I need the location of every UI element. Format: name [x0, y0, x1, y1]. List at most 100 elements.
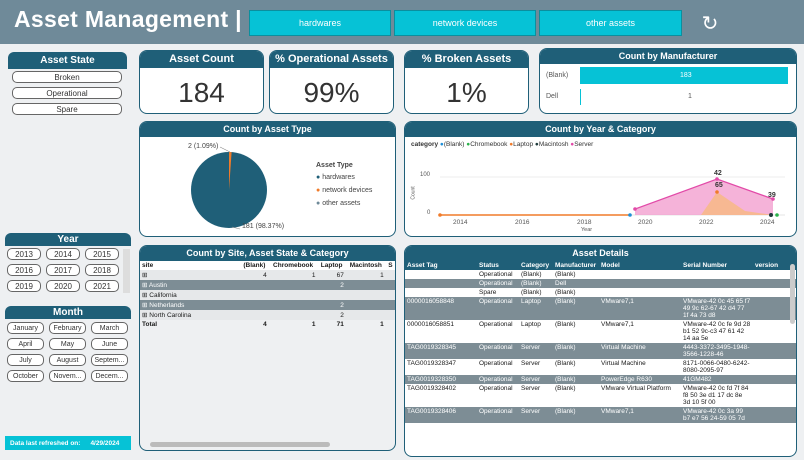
month-chip[interactable]: August	[49, 354, 86, 366]
manufacturer-bar-blank[interactable]	[580, 67, 788, 84]
site-row[interactable]: ⊞ North Carolina 2	[140, 310, 395, 320]
other-assets-button[interactable]: other assets	[539, 10, 682, 36]
month-chip[interactable]: October	[7, 370, 44, 382]
site-cell	[268, 300, 318, 310]
year-chip[interactable]: 2014	[46, 248, 80, 260]
site-cell	[268, 310, 318, 320]
month-chip[interactable]: June	[91, 338, 128, 350]
detail-cell-cat: Laptop	[519, 297, 553, 320]
detail-cell-man: Dell	[553, 279, 599, 288]
site-cell	[240, 290, 269, 300]
month-chip[interactable]: February	[49, 322, 86, 334]
month-chip[interactable]: Septem...	[91, 354, 128, 366]
hardwares-button[interactable]: hardwares	[249, 10, 391, 36]
year-scrollbar[interactable]	[123, 249, 130, 293]
legend-hardwares[interactable]: ● hardwares	[316, 174, 355, 181]
detail-row[interactable]: Operational (Blank) Dell	[405, 279, 796, 288]
site-row[interactable]: ⊞ 4 1 67 1	[140, 270, 395, 280]
detail-cell-model: VMware Virtual Platform	[601, 385, 671, 392]
year-chip[interactable]: 2013	[7, 248, 41, 260]
y-tick-100: 100	[420, 172, 431, 178]
year-chip[interactable]: 2020	[46, 280, 80, 292]
site-hscroll[interactable]	[150, 442, 330, 447]
detail-row[interactable]: 0000016058851 Operational Laptop (Blank) VMw…	[405, 320, 796, 343]
detail-cell-tag	[405, 270, 477, 279]
detail-cell-model: VMware7,1	[599, 407, 681, 423]
year-chip[interactable]: 2018	[85, 264, 119, 276]
month-chip[interactable]: May	[49, 338, 86, 350]
expand-icon[interactable]: ⊞	[142, 292, 150, 299]
legend-network[interactable]: ● network devices	[316, 187, 373, 194]
asset-state-spare[interactable]: Spare	[12, 103, 122, 115]
refresh-label: Data last refreshed on:	[10, 439, 81, 447]
year-category-legend: category ●(Blank) ●Chromebook ●Laptop ●M…	[411, 141, 594, 148]
operational-card: % Operational Assets 99%	[269, 50, 394, 114]
manufacturer-bar-dell[interactable]	[580, 89, 582, 105]
month-chip[interactable]: July	[7, 354, 44, 366]
site-cell: 2	[317, 310, 346, 320]
detail-row[interactable]: TAG0019328345 Operational Server (Blank) Vir…	[405, 343, 796, 359]
detail-row[interactable]: Operational (Blank) (Blank)	[405, 270, 796, 279]
site-cell	[385, 270, 395, 280]
expand-icon[interactable]: ⊞	[142, 272, 148, 279]
year-chip[interactable]: 2017	[46, 264, 80, 276]
manufacturer-label-dell: Dell	[546, 93, 559, 100]
site-cell: 67	[317, 270, 346, 280]
detail-cell-cat: Server	[521, 360, 541, 367]
detail-row[interactable]: TAG0019328350 Operational Server (Blank) Pow…	[405, 375, 796, 384]
manufacturer-chart: Count by Manufacturer (Blank) 183 Dell 1	[539, 48, 797, 114]
pie-slice-network[interactable]	[229, 152, 232, 190]
month-chip[interactable]: January	[7, 322, 44, 334]
x-tick-2016: 2016	[515, 219, 530, 226]
site-cell	[240, 310, 269, 320]
detail-cell-man: (Blank)	[555, 271, 576, 278]
site-cell: 4	[240, 270, 269, 280]
year-chip[interactable]: 2016	[7, 264, 41, 276]
site-cell	[385, 300, 395, 310]
details-vscroll[interactable]	[790, 264, 795, 324]
detail-row[interactable]: TAG0019328402 Operational Server (Blank) VMw…	[405, 384, 796, 407]
reset-icon[interactable]: ↻	[701, 12, 719, 35]
network-devices-button[interactable]: network devices	[394, 10, 536, 36]
detail-cell-cat: Server	[519, 407, 553, 423]
month-chip[interactable]: March	[91, 322, 128, 334]
site-cell	[345, 300, 386, 310]
month-chip[interactable]: Novem...	[49, 370, 86, 382]
detail-cell-tag: TAG0019328347	[407, 360, 457, 367]
asset-state-operational[interactable]: Operational	[12, 87, 122, 99]
detail-cell-tag: 0000016058848	[405, 297, 477, 320]
detail-cell-status: Spare	[479, 289, 497, 296]
expand-icon[interactable]: ⊞	[142, 282, 149, 289]
detail-row[interactable]: 0000016058848 Operational Laptop (Blank) VMw…	[405, 297, 796, 320]
detail-cell-cat: Laptop	[521, 321, 541, 328]
legend-other[interactable]: ● other assets	[316, 200, 361, 207]
month-title: Month	[5, 306, 131, 319]
col-laptop: Laptop	[320, 262, 343, 269]
detail-row[interactable]: TAG0019328406 Operational Server (Blank) VMw…	[405, 407, 796, 423]
expand-icon[interactable]: ⊞	[142, 302, 150, 309]
year-title: Year	[5, 233, 131, 246]
expand-icon[interactable]: ⊞	[142, 312, 150, 319]
site-cell: 1	[380, 321, 384, 328]
asset-state-broken[interactable]: Broken	[12, 71, 122, 83]
month-chip[interactable]: Decem...	[91, 370, 128, 382]
detail-row[interactable]: TAG0019328347 Operational Server (Blank) Vir…	[405, 359, 796, 375]
server-area[interactable]	[635, 179, 773, 215]
detail-cell-status: Operational	[479, 321, 513, 328]
year-chip[interactable]: 2021	[85, 280, 119, 292]
laptop-area[interactable]	[701, 192, 773, 215]
detail-cell-cat: (Blank)	[519, 279, 553, 288]
detail-cell-status: Operational	[477, 375, 519, 384]
year-chip[interactable]: 2019	[7, 280, 41, 292]
site-row[interactable]: Total 4 1 71 1	[140, 320, 395, 329]
site-row[interactable]: ⊞ California	[140, 290, 395, 300]
site-row[interactable]: ⊞ Austin 2	[140, 280, 395, 290]
site-row[interactable]: ⊞ Netherlands 2	[140, 300, 395, 310]
year-chip[interactable]: 2015	[85, 248, 119, 260]
detail-cell-status: Operational	[479, 271, 513, 278]
operational-title: % Operational Assets	[270, 51, 393, 68]
detail-cell-version	[753, 297, 796, 320]
asset-details-table: Asset Tag Status Category Manufacturer M…	[405, 261, 796, 423]
month-chip[interactable]: April	[7, 338, 44, 350]
detail-row[interactable]: Spare (Blank) (Blank)	[405, 288, 796, 297]
